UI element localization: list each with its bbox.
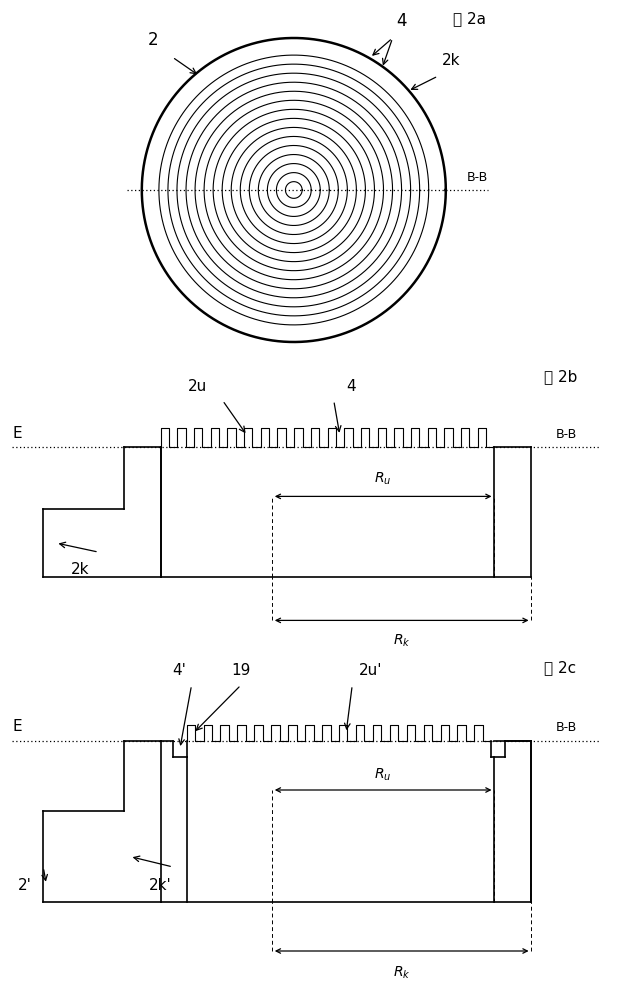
Text: B-B: B-B <box>556 721 577 734</box>
Text: 2': 2' <box>18 878 32 893</box>
Text: 2k: 2k <box>71 562 90 576</box>
Text: 4: 4 <box>396 12 407 30</box>
Text: 2u': 2u' <box>358 663 382 678</box>
Text: 图 2a: 图 2a <box>454 11 486 26</box>
Text: 2k: 2k <box>442 53 460 68</box>
Text: $R_k$: $R_k$ <box>393 633 410 649</box>
Text: 图 2c: 图 2c <box>544 660 576 676</box>
Text: 图 2b: 图 2b <box>544 369 577 384</box>
Text: E: E <box>12 426 22 441</box>
Text: $R_k$: $R_k$ <box>393 965 410 981</box>
Text: $R_u$: $R_u$ <box>375 767 392 783</box>
Text: B-B: B-B <box>556 428 577 441</box>
Text: $R_u$: $R_u$ <box>375 471 392 487</box>
Text: 4: 4 <box>346 379 356 394</box>
Text: 19: 19 <box>231 663 251 678</box>
Text: 2: 2 <box>148 31 158 49</box>
Text: 2u: 2u <box>188 379 208 394</box>
Text: 2k': 2k' <box>150 878 172 893</box>
Text: B-B: B-B <box>467 171 488 184</box>
Text: 4': 4' <box>172 663 186 678</box>
Text: E: E <box>12 719 22 734</box>
